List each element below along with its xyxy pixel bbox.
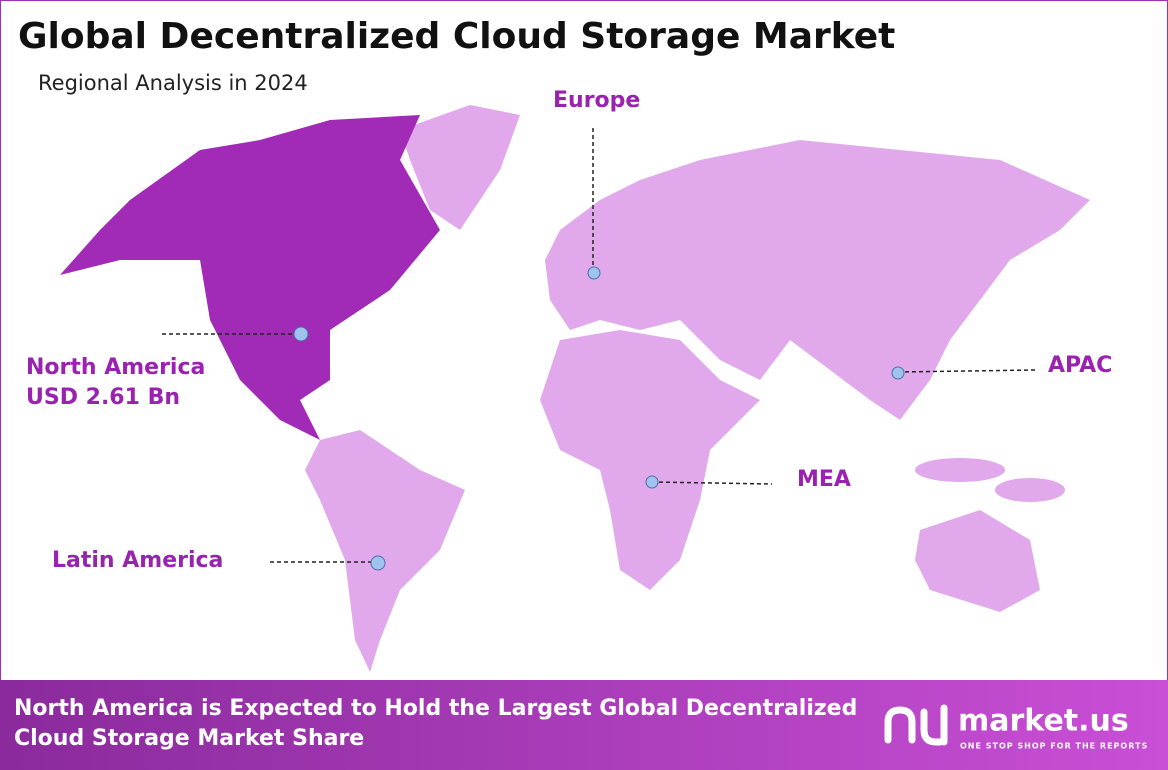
world-map xyxy=(60,105,1090,672)
south-america xyxy=(305,430,465,672)
logo-stroke xyxy=(920,708,944,746)
marker xyxy=(645,475,659,489)
north-america xyxy=(60,115,440,440)
region-label: APAC xyxy=(1048,353,1112,378)
logo-icon xyxy=(884,704,948,746)
marker xyxy=(293,326,309,342)
leader-line xyxy=(897,369,1036,373)
australia xyxy=(915,510,1040,612)
new-guinea xyxy=(995,478,1065,502)
marker xyxy=(370,555,386,571)
subtitle: Regional Analysis in 2024 xyxy=(38,71,308,95)
eurasia xyxy=(545,140,1090,420)
marker xyxy=(587,266,601,280)
tagline: ONE STOP SHOP FOR THE REPORTS xyxy=(960,742,1148,751)
greenland xyxy=(400,105,520,230)
logo-stroke xyxy=(884,706,916,744)
marker xyxy=(891,366,905,380)
region-value: USD 2.61 Bn xyxy=(26,385,180,410)
footer-text: Cloud Storage Market Share xyxy=(14,726,364,751)
region-label: Latin America xyxy=(52,548,223,573)
title: Global Decentralized Cloud Storage Marke… xyxy=(18,16,895,57)
region-label: Europe xyxy=(553,88,640,113)
indonesia xyxy=(915,458,1005,482)
leader-line xyxy=(651,481,773,485)
africa xyxy=(540,330,760,590)
brand: market.us xyxy=(958,704,1129,739)
region-label: North America xyxy=(26,355,205,380)
footer-band xyxy=(0,680,1168,770)
region-label: MEA xyxy=(797,467,851,492)
footer-text: North America is Expected to Hold the La… xyxy=(14,696,857,721)
markers xyxy=(162,128,1036,563)
